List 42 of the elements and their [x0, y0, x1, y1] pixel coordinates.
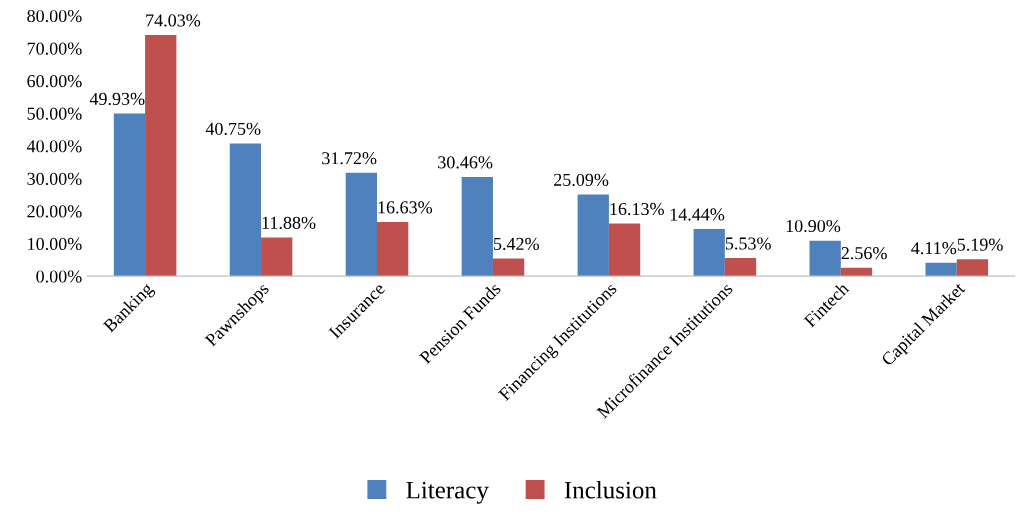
- data-label: 14.44%: [670, 208, 725, 221]
- bar: [461, 176, 493, 277]
- bar: [261, 237, 293, 277]
- data-label: 16.13%: [610, 202, 664, 216]
- y-tick-label: 20.00%: [27, 205, 82, 218]
- data-label: 74.03%: [146, 14, 201, 27]
- y-tick-label: 10.00%: [28, 237, 82, 251]
- data-label: 2.56%: [841, 247, 887, 260]
- bar: [145, 35, 177, 277]
- bar: [809, 240, 841, 277]
- bar: [724, 258, 757, 277]
- data-label: 5.53%: [725, 237, 771, 250]
- bar: [113, 113, 146, 277]
- bar: [956, 259, 989, 277]
- bar: [693, 229, 725, 277]
- bar: [345, 172, 378, 277]
- bar: [492, 258, 525, 277]
- data-label: 40.75%: [205, 122, 261, 135]
- data-label: 10.90%: [786, 219, 841, 233]
- data-label: 30.46%: [438, 156, 493, 169]
- data-label: 25.09%: [554, 173, 609, 186]
- data-label: 5.42%: [494, 237, 539, 251]
- bar: [925, 262, 957, 277]
- legend-label: Literacy: [406, 481, 489, 504]
- y-tick-label: 50.00%: [27, 107, 82, 120]
- y-tick-label: 70.00%: [27, 42, 82, 55]
- data-label: 5.19%: [957, 238, 1003, 251]
- y-tick-label: 80.00%: [27, 9, 82, 23]
- bar: [608, 223, 641, 277]
- data-label: 16.63%: [378, 201, 433, 214]
- bar: [377, 221, 409, 277]
- y-tick-label: 40.00%: [26, 140, 82, 153]
- bar: [577, 194, 609, 277]
- data-label: 49.93%: [89, 92, 145, 106]
- data-label: 31.72%: [322, 152, 377, 165]
- y-tick-label: 30.00%: [27, 172, 82, 185]
- data-label: 11.88%: [262, 216, 316, 229]
- y-tick-label: 0.00%: [36, 270, 82, 283]
- legend-label: Inclusion: [564, 480, 657, 499]
- bar: [229, 143, 262, 277]
- y-tick-label: 60.00%: [27, 75, 82, 88]
- data-label: 4.11%: [911, 242, 957, 255]
